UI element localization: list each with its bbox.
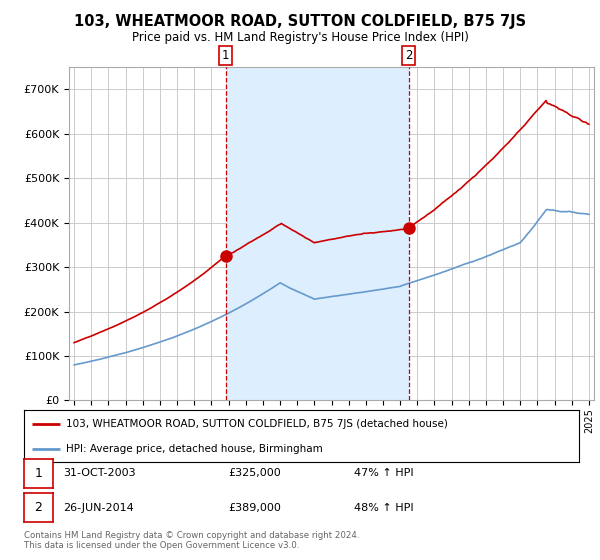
Text: £389,000: £389,000	[228, 503, 281, 513]
Text: 103, WHEATMOOR ROAD, SUTTON COLDFIELD, B75 7JS (detached house): 103, WHEATMOOR ROAD, SUTTON COLDFIELD, B…	[65, 419, 448, 430]
Text: 103, WHEATMOOR ROAD, SUTTON COLDFIELD, B75 7JS: 103, WHEATMOOR ROAD, SUTTON COLDFIELD, B…	[74, 14, 526, 29]
Text: 48% ↑ HPI: 48% ↑ HPI	[354, 503, 413, 513]
Bar	[226, 67, 409, 400]
Text: Contains HM Land Registry data © Crown copyright and database right 2024.
This d: Contains HM Land Registry data © Crown c…	[24, 530, 359, 550]
Text: £325,000: £325,000	[228, 468, 281, 478]
Text: 31-OCT-2003: 31-OCT-2003	[63, 468, 136, 478]
Text: 2: 2	[405, 49, 412, 62]
Text: 47% ↑ HPI: 47% ↑ HPI	[354, 468, 413, 478]
Text: HPI: Average price, detached house, Birmingham: HPI: Average price, detached house, Birm…	[65, 444, 322, 454]
Text: Price paid vs. HM Land Registry's House Price Index (HPI): Price paid vs. HM Land Registry's House …	[131, 31, 469, 44]
Text: 1: 1	[222, 49, 229, 62]
Text: 26-JUN-2014: 26-JUN-2014	[63, 503, 134, 513]
Text: 2: 2	[34, 501, 43, 515]
Text: 1: 1	[34, 466, 43, 480]
